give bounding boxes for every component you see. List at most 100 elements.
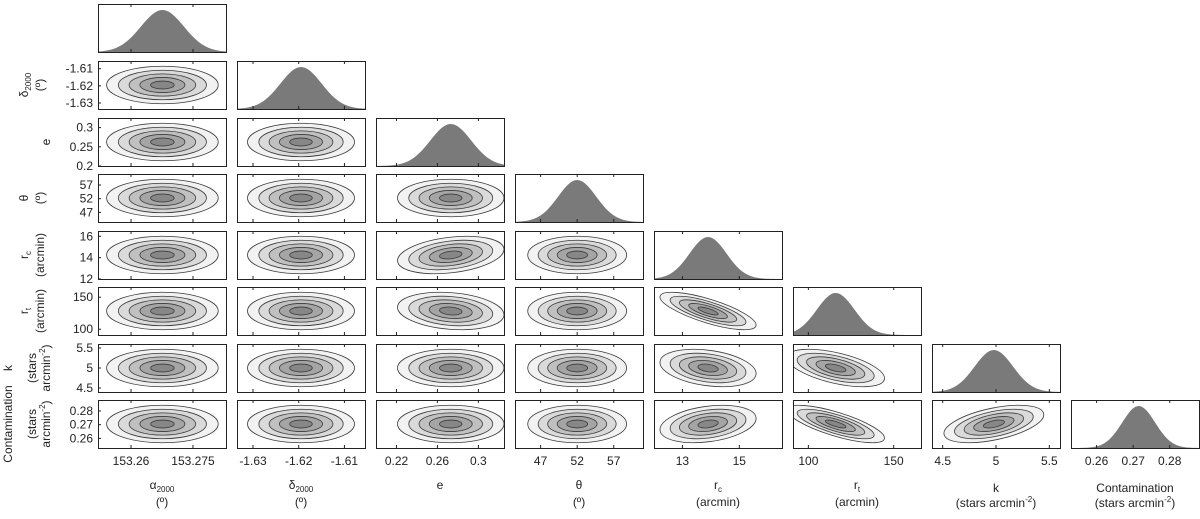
panel-frame — [654, 344, 783, 393]
contour-set — [376, 344, 504, 392]
panel-frame — [237, 231, 366, 280]
x-tick-label-ra: 153.26 — [113, 454, 150, 468]
y-axis-label-e: e — [39, 138, 53, 145]
x-tick-label-k: 5 — [993, 454, 1000, 468]
contour-panel-k-vs-theta — [515, 344, 644, 393]
x-tick-label-theta: 52 — [571, 454, 585, 468]
panel-frame — [793, 344, 922, 393]
y-axis-unit-k: arcmin-2) — [38, 344, 53, 391]
y-tick-label-k: 4.5 — [76, 381, 93, 395]
contour-panel-cont-vs-rc — [654, 400, 783, 449]
x-axis-unit-cont: (stars arcmin-2) — [1095, 495, 1175, 510]
contour-panel-k-vs-rc — [654, 344, 783, 393]
y-tick-label-rc: 12 — [80, 272, 94, 286]
contour-panel-k-vs-e — [376, 344, 505, 393]
contour-level-5 — [439, 250, 463, 260]
contour-set — [98, 118, 226, 166]
y-axis-label-k: k — [1, 364, 15, 371]
contour-level-5 — [566, 250, 589, 260]
contour-level-5 — [289, 137, 313, 147]
contour-set — [515, 287, 643, 335]
contour-level-5 — [150, 306, 175, 316]
histogram-ra — [98, 4, 227, 53]
contour-level-5 — [289, 306, 313, 316]
contour-set — [793, 400, 921, 448]
y-axis-label-cont: Contamination — [1, 385, 15, 462]
contour-panel-rt-vs-theta — [515, 287, 644, 336]
panel-frame — [515, 174, 644, 223]
panel-frame — [793, 287, 922, 336]
histogram-fill-k — [932, 350, 1060, 392]
contour-level-5 — [824, 363, 847, 373]
x-tick-label-cont: 0.26 — [1085, 454, 1109, 468]
histogram-fill-ra — [98, 10, 226, 52]
contour-set — [237, 344, 365, 392]
contour-level-5 — [289, 363, 313, 373]
y-tick-label-rt: 150 — [73, 290, 93, 304]
x-tick-label-ra: 153.275 — [171, 454, 215, 468]
y-axis-unit-rc: (arcmin) — [33, 233, 47, 277]
x-tick-label-rt: 150 — [884, 454, 904, 468]
y-axis-unit-k: (stars — [25, 353, 39, 383]
contour-set — [237, 174, 365, 222]
contour-panel-rc-vs-theta — [515, 231, 644, 280]
histogram-theta — [515, 174, 644, 223]
histogram-rt — [793, 287, 922, 336]
y-tick-label-k: 5.5 — [76, 341, 93, 355]
contour-level-5 — [439, 193, 463, 203]
contour-level-5 — [566, 419, 589, 429]
y-axis-label-rc: rc — [17, 251, 33, 259]
histogram-k — [932, 344, 1061, 393]
y-axis-label-rt: rt — [17, 307, 33, 314]
y-tick-label-cont: 0.26 — [70, 431, 94, 445]
y-tick-label-theta: 57 — [80, 178, 94, 192]
contour-panel-theta-vs-ra — [98, 174, 227, 223]
y-tick-label-rc: 16 — [80, 229, 94, 243]
y-tick-label-dec: -1.62 — [66, 79, 94, 93]
contour-level-5 — [150, 419, 175, 429]
panel-frame — [376, 287, 505, 336]
panel-frame — [654, 231, 783, 280]
y-axis-unit-theta: (º) — [33, 192, 47, 204]
contour-set — [98, 174, 226, 222]
contour-panel-rt-vs-rc — [654, 287, 783, 336]
contour-panel-rc-vs-ra — [98, 231, 227, 280]
contour-set — [98, 400, 226, 448]
x-axis-label-e: e — [437, 478, 444, 492]
y-tick-label-rc: 14 — [80, 251, 94, 265]
contour-panel-rt-vs-ra — [98, 287, 227, 336]
histogram-e — [376, 118, 505, 167]
contour-panel-cont-vs-ra — [98, 400, 227, 449]
panel-frame — [515, 287, 644, 336]
histogram-rc — [654, 231, 783, 280]
histogram-fill-cont — [1071, 406, 1199, 448]
y-tick-label-k: 5 — [86, 361, 93, 375]
x-axis-unit-rt: (arcmin) — [835, 495, 879, 509]
panel-frame — [376, 344, 505, 393]
contour-set — [376, 231, 504, 279]
x-axis-label-rt: rt — [854, 478, 861, 494]
panel-frame — [654, 287, 783, 336]
histogram-fill-rt — [793, 293, 921, 335]
contour-level-5 — [439, 363, 463, 373]
x-tick-label-cont: 0.28 — [1158, 454, 1182, 468]
panel-frame — [237, 344, 366, 393]
panel-frame — [237, 61, 366, 110]
x-axis-unit-k: (stars arcmin-2) — [956, 495, 1036, 510]
contour-level-5 — [697, 363, 719, 373]
contour-level-5 — [824, 419, 847, 429]
contour-set — [515, 231, 643, 279]
contour-set — [376, 287, 504, 335]
contour-level-5 — [697, 419, 719, 429]
contour-set — [98, 61, 226, 109]
contour-panel-rc-vs-dec — [237, 231, 366, 280]
contour-panel-theta-vs-dec — [237, 174, 366, 223]
contour-set — [98, 344, 226, 392]
panel-frame — [376, 174, 505, 223]
contour-set — [237, 400, 365, 448]
x-tick-label-dec: -1.62 — [285, 454, 313, 468]
x-tick-label-rt: 100 — [798, 454, 818, 468]
y-tick-label-cont: 0.28 — [70, 404, 94, 418]
x-axis-label-dec: δ2000 — [289, 478, 314, 494]
